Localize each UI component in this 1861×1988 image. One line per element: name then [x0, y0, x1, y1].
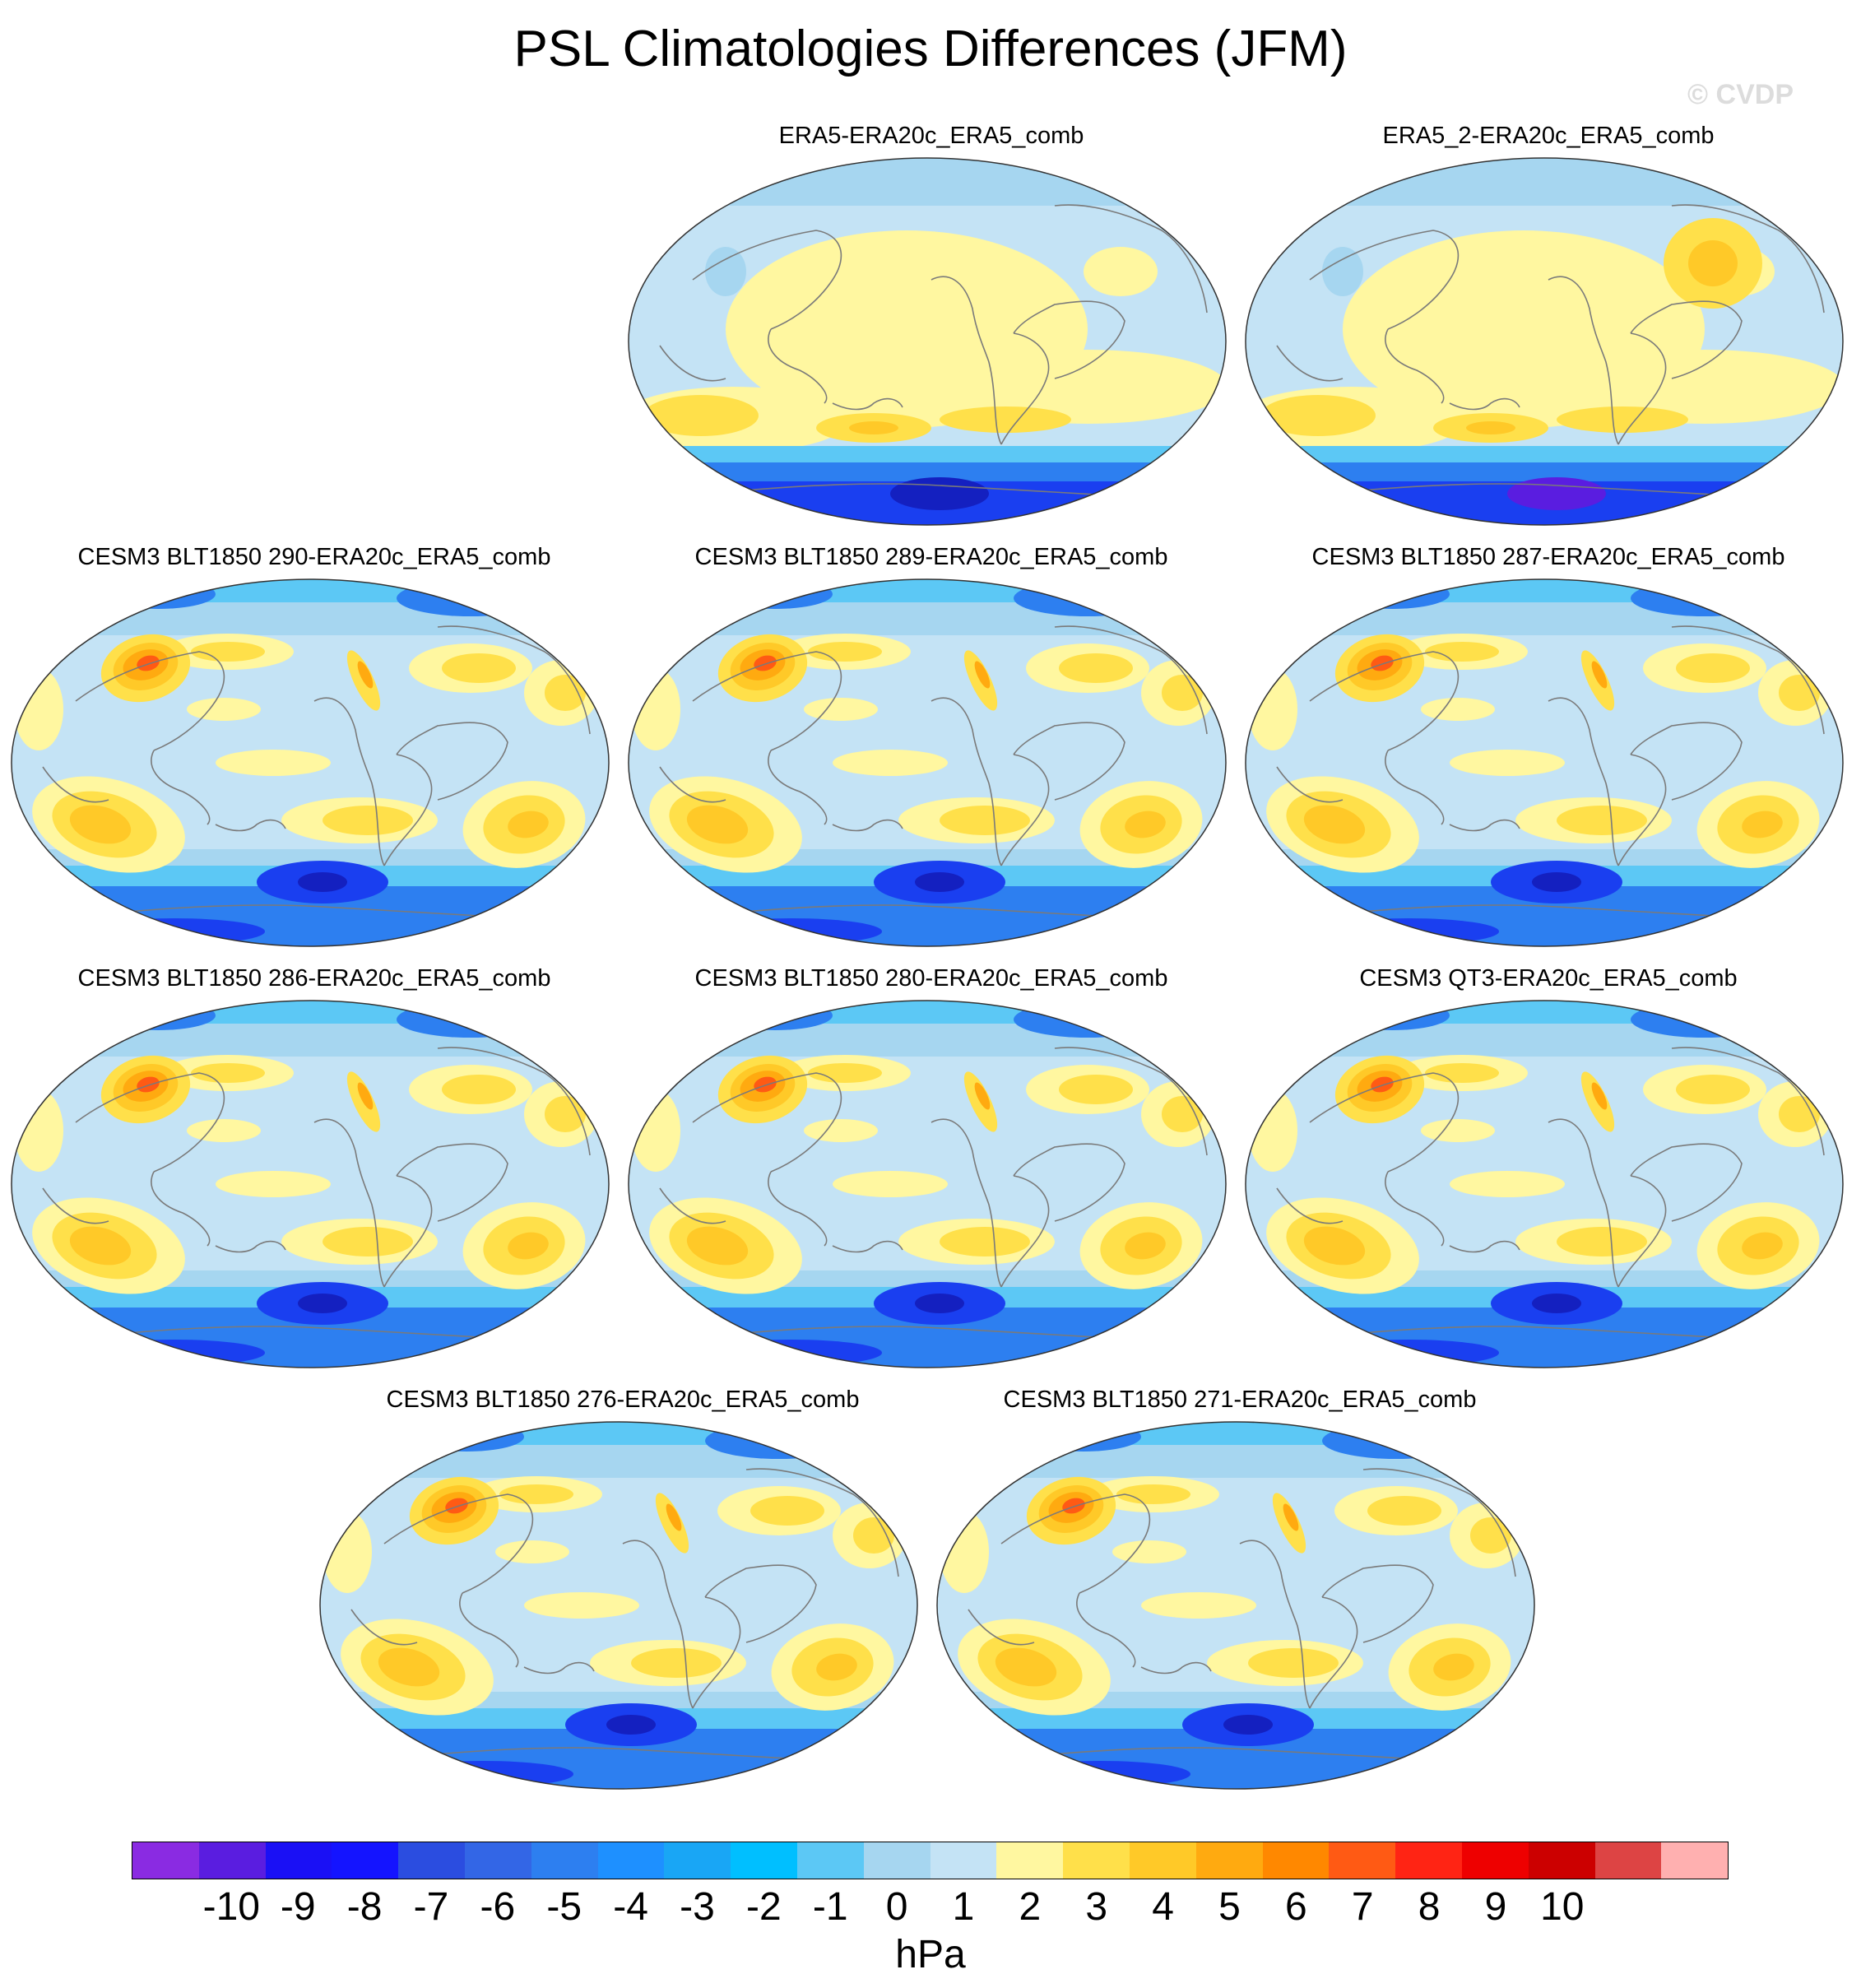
- colorbar-box: [332, 1842, 399, 1879]
- watermark: © CVDP: [1687, 79, 1794, 110]
- colorbar-tick-label: 1: [952, 1885, 975, 1929]
- colorbar-box: [1262, 1842, 1330, 1879]
- colorbar-box: [398, 1842, 465, 1879]
- robinson-map: [628, 1000, 1227, 1368]
- colorbar-tick-label: -8: [346, 1885, 383, 1929]
- panel-title: CESM3 BLT1850 280-ERA20c_ERA5_comb: [694, 965, 1168, 992]
- robinson-map: [1245, 578, 1844, 947]
- panel-title: CESM3 BLT1850 287-ERA20c_ERA5_comb: [1311, 544, 1785, 570]
- colorbar-tick-label: 2: [1019, 1885, 1042, 1929]
- panel-title: CESM3 BLT1850 276-ERA20c_ERA5_comb: [386, 1386, 860, 1413]
- colorbar-box: [198, 1842, 266, 1879]
- panel-title: CESM3 BLT1850 290-ERA20c_ERA5_comb: [77, 544, 551, 570]
- colorbar-box: [863, 1842, 930, 1879]
- map-panel: CESM3 BLT1850 289-ERA20c_ERA5_comb: [627, 541, 1236, 969]
- panel-title: ERA5-ERA20c_ERA5_comb: [778, 123, 1084, 149]
- map-panel: CESM3 BLT1850 290-ERA20c_ERA5_comb: [10, 541, 619, 969]
- colorbar-tick-label: -2: [745, 1885, 782, 1929]
- map-panel: CESM3 BLT1850 271-ERA20c_ERA5_comb: [935, 1384, 1544, 1812]
- colorbar-tick-label: 10: [1540, 1885, 1585, 1929]
- colorbar-tick-label: 0: [885, 1885, 908, 1929]
- robinson-map: [11, 1000, 610, 1368]
- colorbar-box: [930, 1842, 997, 1879]
- robinson-map: [628, 157, 1227, 526]
- robinson-map: [936, 1421, 1535, 1790]
- colorbar-box: [1661, 1842, 1729, 1879]
- colorbar-tick-label: -1: [812, 1885, 848, 1929]
- colorbar-box: [731, 1842, 797, 1879]
- colorbar-box: [664, 1842, 731, 1879]
- colorbar-tick-label: -3: [680, 1885, 715, 1929]
- map-panel: CESM3 BLT1850 280-ERA20c_ERA5_comb: [627, 963, 1236, 1391]
- colorbar-tick-label: -10: [202, 1885, 260, 1929]
- colorbar-tick-label: 6: [1284, 1885, 1307, 1929]
- robinson-map: [1245, 1000, 1844, 1368]
- colorbar: [132, 1842, 1729, 1879]
- colorbar-ticks: -10 -9 -8 -7 -6 -5 -4 -3 -2 -1 0 1 2 3 4 5 6 7 8 9 10: [0, 1884, 1861, 1934]
- colorbar-box: [132, 1842, 199, 1879]
- colorbar-units: hPa: [895, 1933, 966, 1976]
- colorbar-tick-label: 3: [1085, 1885, 1108, 1929]
- colorbar-tick-label: 9: [1484, 1885, 1507, 1929]
- colorbar-tick-label: -5: [546, 1885, 582, 1929]
- robinson-map: [1245, 157, 1844, 526]
- map-panel: ERA5_2-ERA20c_ERA5_comb: [1244, 120, 1853, 548]
- panel-title: CESM3 BLT1850 289-ERA20c_ERA5_comb: [694, 544, 1168, 570]
- colorbar-box: [1528, 1842, 1595, 1879]
- colorbar-box: [265, 1842, 332, 1879]
- robinson-map: [319, 1421, 918, 1790]
- colorbar-box: [1329, 1842, 1396, 1879]
- colorbar-box: [1063, 1842, 1130, 1879]
- panel-title: CESM3 BLT1850 271-ERA20c_ERA5_comb: [1003, 1386, 1477, 1413]
- panel-title: CESM3 QT3-ERA20c_ERA5_comb: [1359, 965, 1738, 992]
- colorbar-tick-label: 4: [1152, 1885, 1174, 1929]
- colorbar-box: [1195, 1842, 1263, 1879]
- colorbar-box: [996, 1842, 1064, 1879]
- robinson-map: [628, 578, 1227, 947]
- robinson-map: [11, 578, 610, 947]
- chart-title: PSL Climatologies Differences (JFM): [513, 21, 1348, 77]
- colorbar-box: [1594, 1842, 1662, 1879]
- panel-title: CESM3 BLT1850 286-ERA20c_ERA5_comb: [77, 965, 551, 992]
- map-panel: CESM3 QT3-ERA20c_ERA5_comb: [1244, 963, 1853, 1391]
- map-panel: CESM3 BLT1850 287-ERA20c_ERA5_comb: [1244, 541, 1853, 969]
- colorbar-tick-label: 8: [1418, 1885, 1441, 1929]
- colorbar-tick-label: 7: [1351, 1885, 1374, 1929]
- panel-title: ERA5_2-ERA20c_ERA5_comb: [1382, 123, 1715, 149]
- colorbar-tick-label: -7: [413, 1885, 449, 1929]
- colorbar-box: [796, 1842, 864, 1879]
- colorbar-box: [1395, 1842, 1462, 1879]
- colorbar-box: [531, 1842, 598, 1879]
- map-panel: CESM3 BLT1850 276-ERA20c_ERA5_comb: [318, 1384, 927, 1812]
- colorbar-box: [464, 1842, 531, 1879]
- colorbar-tick-label: -6: [480, 1885, 516, 1929]
- map-panel: CESM3 BLT1850 286-ERA20c_ERA5_comb: [10, 963, 619, 1391]
- colorbar-tick-label: -4: [613, 1885, 648, 1929]
- colorbar-box: [1129, 1842, 1196, 1879]
- colorbar-tick-label: -9: [280, 1885, 316, 1929]
- map-panel: ERA5-ERA20c_ERA5_comb: [627, 120, 1236, 548]
- colorbar-tick-label: 5: [1218, 1885, 1241, 1929]
- colorbar-box: [1461, 1842, 1529, 1879]
- colorbar-box: [597, 1842, 665, 1879]
